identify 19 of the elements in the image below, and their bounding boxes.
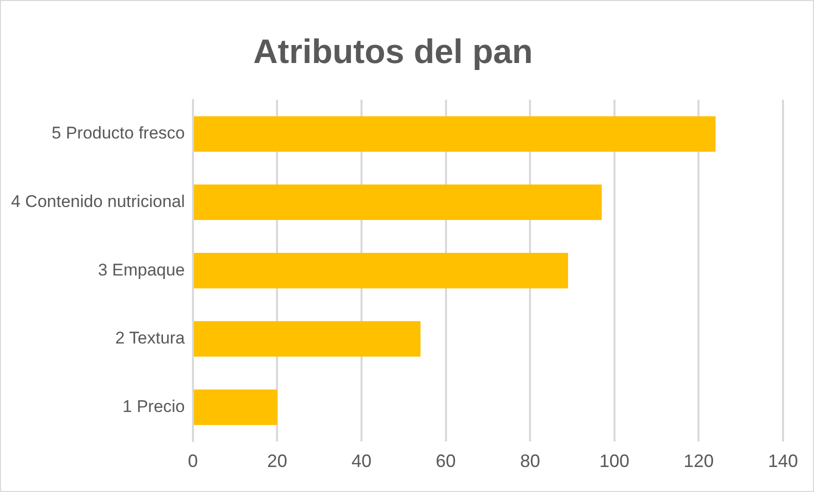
y-tick-label: 4 Contenido nutricional [10, 192, 185, 211]
y-tick-label: 5 Producto fresco [52, 124, 185, 143]
x-tick-label: 0 [188, 451, 198, 472]
bar [194, 321, 421, 357]
y-tick-label: 2 Textura [115, 328, 186, 348]
x-tick-label: 80 [520, 451, 540, 472]
x-tick-label: 60 [436, 451, 456, 472]
chart-title: Atributos del pan [253, 32, 533, 71]
x-tick-label: 140 [768, 451, 798, 472]
bar [194, 116, 716, 152]
x-tick-label: 20 [267, 451, 288, 472]
y-tick-label: 1 Precio [122, 396, 185, 416]
bar [194, 389, 278, 426]
bar [194, 252, 568, 288]
x-tick-label: 120 [684, 451, 714, 472]
bar [194, 184, 602, 220]
x-tick-label: 40 [351, 451, 372, 472]
x-tick-label: 100 [599, 451, 630, 472]
y-tick-label: 3 Empaque [98, 260, 185, 280]
